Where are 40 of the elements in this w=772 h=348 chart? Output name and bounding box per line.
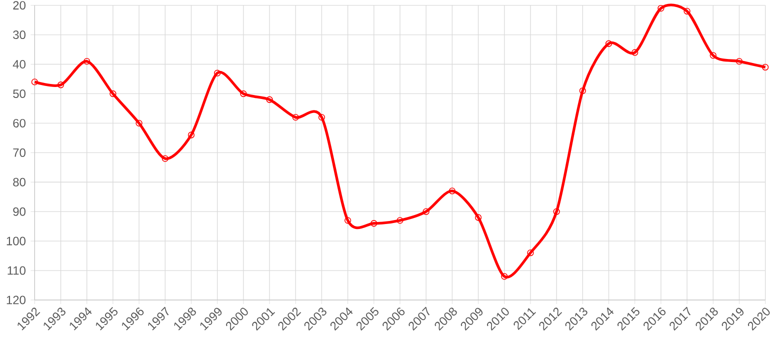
point xyxy=(162,155,168,162)
y-tick-label: 30 xyxy=(13,30,26,40)
y-tick-label: 70 xyxy=(13,148,26,157)
point xyxy=(318,114,326,121)
point xyxy=(370,220,378,227)
point xyxy=(344,217,352,224)
point xyxy=(188,132,195,138)
point xyxy=(579,87,586,94)
point xyxy=(736,58,743,65)
point xyxy=(474,214,482,221)
y-tick-label: 110 xyxy=(8,266,26,275)
point xyxy=(658,4,664,12)
point xyxy=(448,188,456,194)
point xyxy=(57,82,64,88)
y-tick-label: 60 xyxy=(13,118,26,128)
point xyxy=(527,250,534,256)
point xyxy=(632,49,638,56)
point xyxy=(84,58,90,65)
point xyxy=(762,64,769,71)
point xyxy=(553,208,560,215)
y-tick-label: 40 xyxy=(12,60,26,69)
point xyxy=(710,52,716,59)
point xyxy=(292,114,299,121)
y-tick-label: 50 xyxy=(13,89,26,98)
y-tick-label: 120 xyxy=(6,296,26,304)
point xyxy=(422,208,430,215)
point xyxy=(136,120,142,127)
y-tick-label: 20 xyxy=(13,1,26,10)
point xyxy=(684,8,690,15)
y-tick-label: 90 xyxy=(13,207,26,216)
y-tick-label: 80 xyxy=(13,178,26,186)
point xyxy=(31,78,38,86)
point xyxy=(266,96,273,103)
point xyxy=(605,40,612,47)
point xyxy=(110,90,116,98)
point xyxy=(501,273,508,280)
point xyxy=(396,217,404,224)
point xyxy=(214,70,221,76)
y-tick-label: 100 xyxy=(6,236,26,246)
point xyxy=(240,90,247,98)
